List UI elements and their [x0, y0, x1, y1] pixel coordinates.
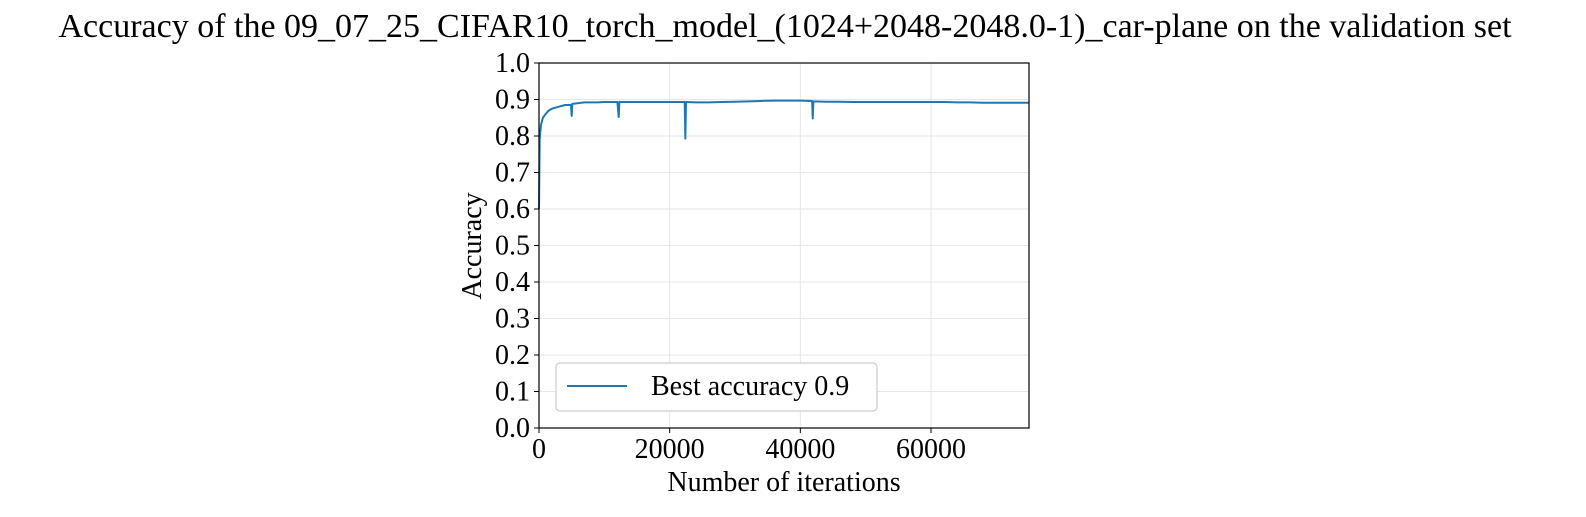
y-axis-label: Accuracy [457, 192, 488, 299]
legend: Best accuracy 0.9 [555, 362, 878, 412]
x-tick-label: 20000 [635, 434, 705, 465]
x-tick-label: 0 [532, 434, 546, 465]
y-tick-label: 0.8 [495, 121, 530, 152]
x-tick-label: 60000 [896, 434, 966, 465]
chart-title: Accuracy of the 09_07_25_CIFAR10_torch_m… [58, 8, 1512, 45]
y-tick-label: 0.6 [495, 194, 530, 225]
y-tick-label: 0.2 [495, 340, 530, 371]
series-line [538, 99, 1029, 210]
y-tick-label: 0.3 [495, 304, 530, 335]
x-axis-label: Number of iterations [667, 467, 900, 498]
y-tick-label: 0.9 [495, 85, 530, 116]
y-tick-label: 1.0 [495, 48, 530, 79]
y-tick-label: 0.4 [495, 267, 530, 298]
legend-label: Best accuracy 0.9 [651, 371, 849, 402]
y-tick-label: 0.0 [495, 413, 530, 444]
y-tick-label: 0.5 [495, 231, 530, 262]
y-tick-label: 0.7 [495, 158, 530, 189]
legend-box [555, 362, 878, 412]
y-axis-ticks: 0.0 0.1 0.2 0.3 0.4 0.5 0.6 0.7 0.8 0.9 1.0 [495, 48, 539, 444]
y-tick-label: 0.1 [495, 377, 530, 408]
x-tick-label: 40000 [765, 434, 835, 465]
x-axis-ticks: 0 20000 40000 60000 [532, 428, 966, 465]
series-group [538, 99, 1029, 210]
